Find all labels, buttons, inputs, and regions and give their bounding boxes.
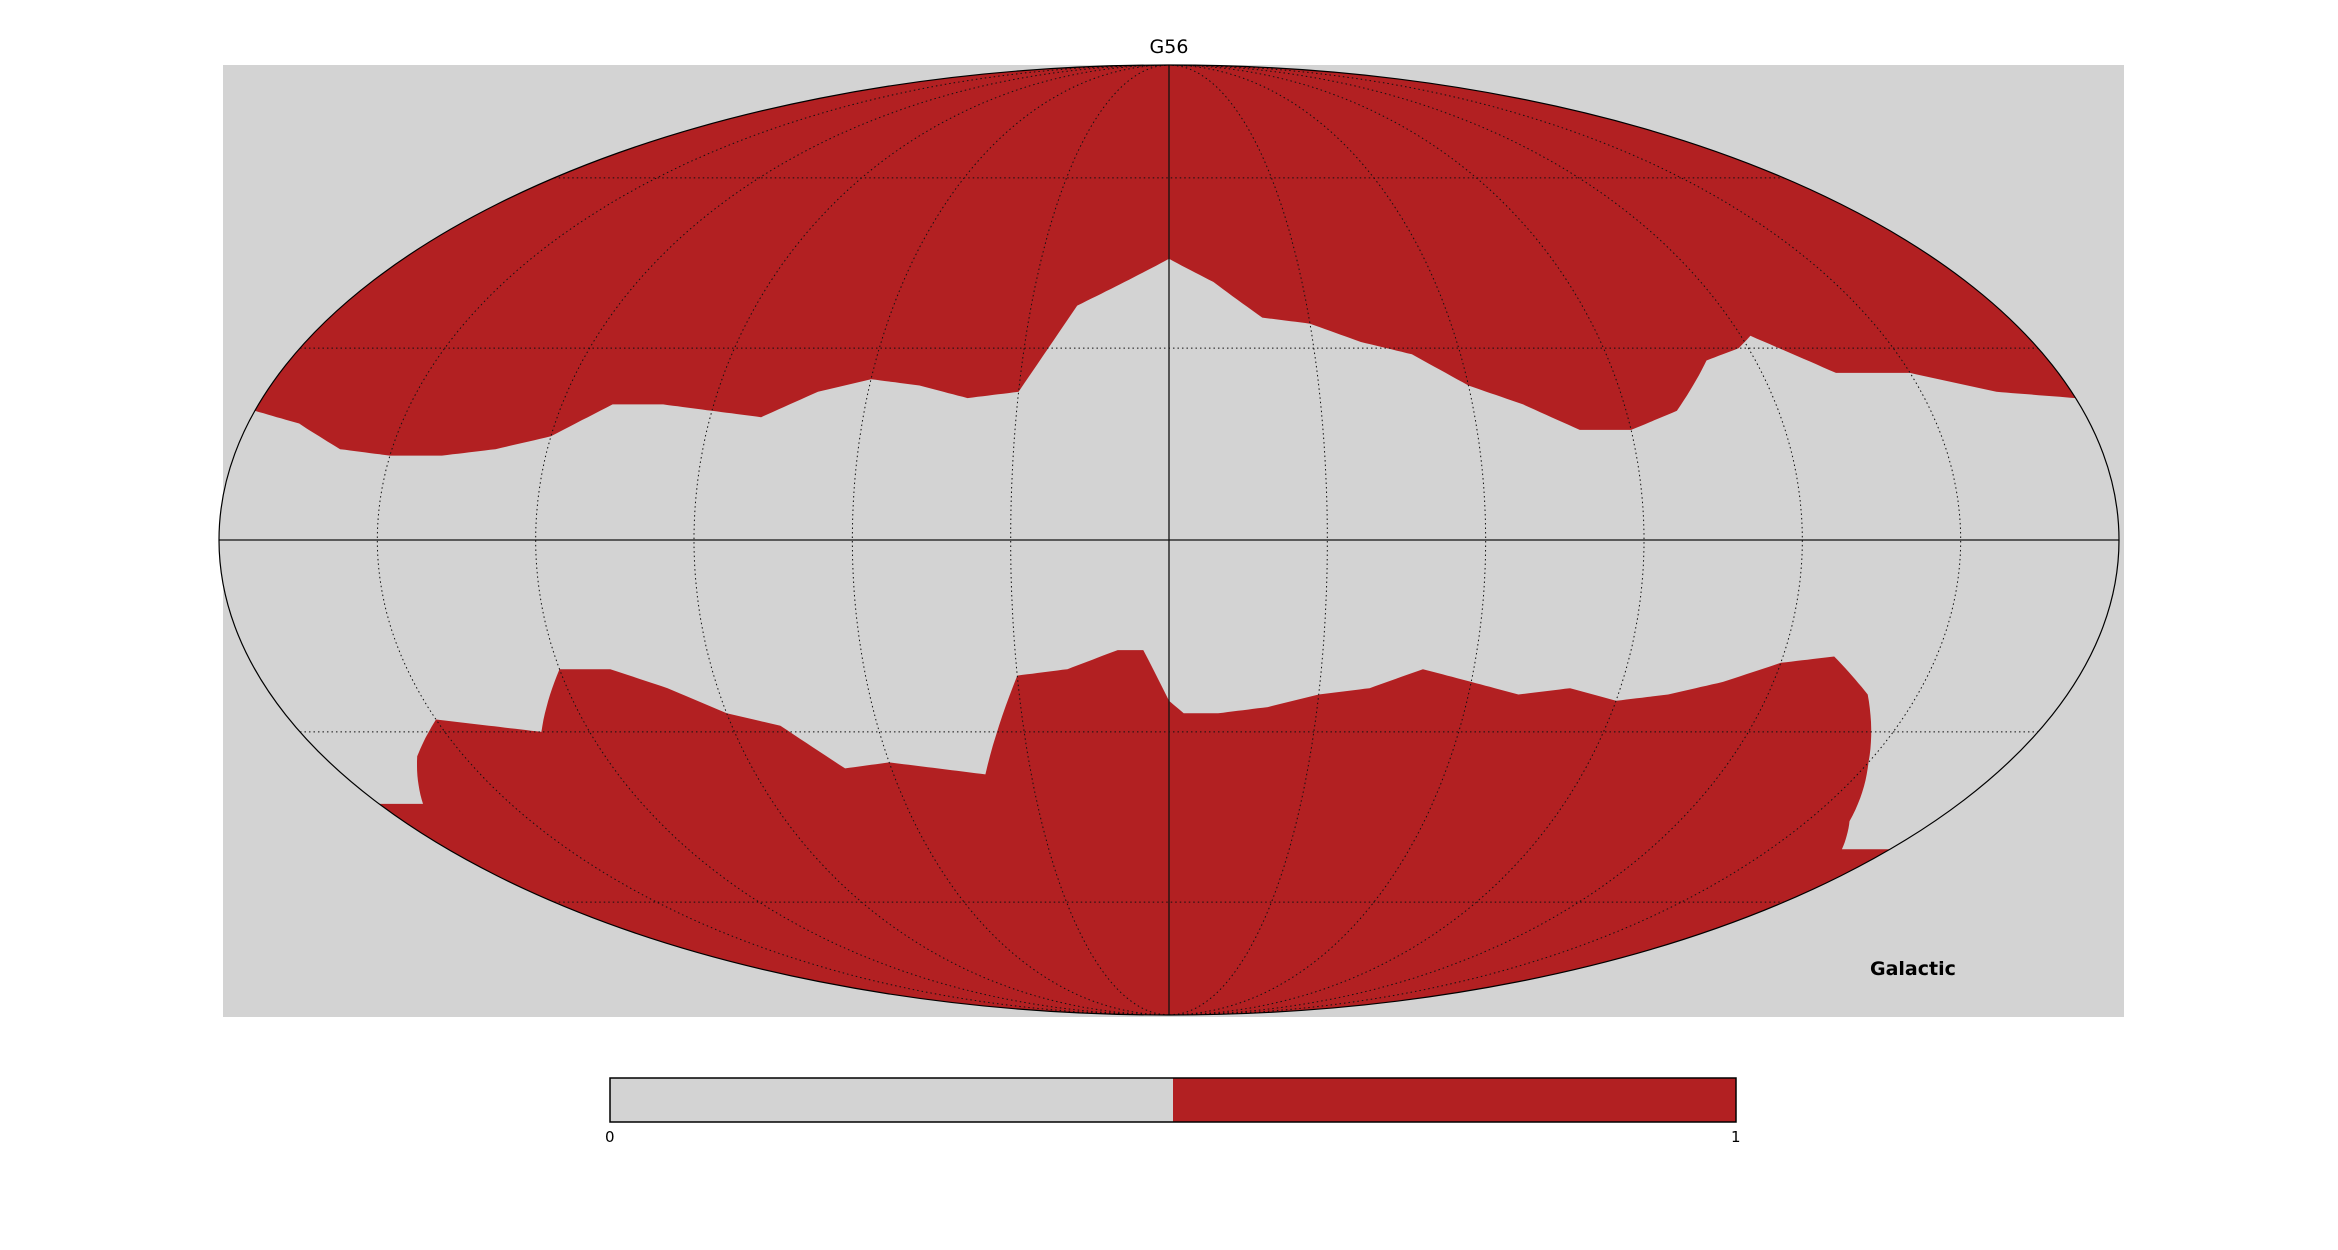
colorbar-min-label: 0 (605, 1128, 615, 1146)
colorbar-border (609, 1077, 1737, 1123)
colorbar (609, 1077, 1737, 1123)
colorbar-max-label: 1 (1731, 1128, 1741, 1146)
coordinate-system-label: Galactic (1870, 958, 1956, 980)
map-outline (218, 64, 2120, 1016)
meridian-line (535, 64, 1170, 1016)
meridian-line (1168, 64, 1645, 1016)
meridian-line (1168, 64, 1803, 1016)
south-unmasked-region (379, 650, 1891, 1015)
colorbar-low-segment (610, 1078, 1173, 1122)
graticule (219, 64, 2119, 1016)
map-title: G56 (1149, 36, 1189, 58)
colorbar-high-segment (1173, 1078, 1736, 1122)
north-unmasked-region (254, 65, 2076, 456)
